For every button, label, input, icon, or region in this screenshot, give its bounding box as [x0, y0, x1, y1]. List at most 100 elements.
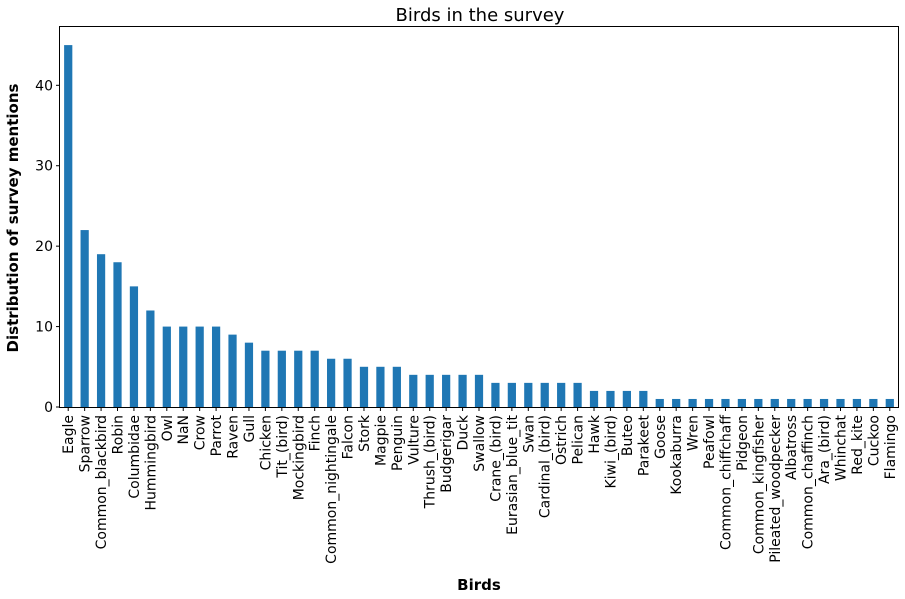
bar-7 — [179, 326, 188, 407]
bar-34 — [622, 390, 631, 407]
x-tick-label: Ara_(bird) — [817, 415, 833, 484]
x-tick-label: Stork — [357, 414, 373, 452]
x-tick-label: Pileated_woodpecker — [768, 415, 784, 563]
y-tick-label: 0 — [44, 400, 53, 416]
bar-45 — [803, 398, 812, 407]
x-tick-label: Cuckoo — [866, 415, 882, 466]
bar-27 — [507, 382, 516, 407]
bar-1 — [80, 230, 89, 407]
bar-17 — [343, 358, 352, 407]
bar-16 — [327, 358, 336, 407]
y-tick-label: 20 — [35, 239, 53, 255]
bar-12 — [261, 350, 270, 407]
x-tick-label: Finch — [308, 415, 324, 451]
bar-0 — [64, 45, 73, 407]
bar-19 — [376, 366, 385, 407]
x-tick-label: Peafowl — [702, 415, 718, 469]
x-axis-label: Birds — [457, 576, 501, 594]
bar-42 — [754, 398, 763, 407]
x-tick-label: Columbidae — [127, 415, 143, 499]
x-tick-label: Common_chiffchaff — [718, 415, 734, 550]
x-tick-label: Tit_(bird) — [275, 415, 291, 479]
x-tick-label: Common_blackbird — [94, 415, 110, 549]
x-tick-label: Budgerigar — [439, 415, 455, 493]
x-tick-label: Swallow — [472, 415, 488, 472]
bar-3 — [113, 262, 122, 407]
x-tick-label: Albatross — [784, 415, 800, 480]
x-tick-label: Robin — [111, 415, 127, 454]
x-tick-label: NaN — [176, 415, 192, 445]
x-tick-label: Whinchat — [833, 414, 849, 481]
x-tick-label: Penguin — [390, 415, 406, 471]
x-tick-label: Pidgeon — [735, 415, 751, 471]
bar-38 — [688, 398, 697, 407]
bar-39 — [704, 398, 714, 407]
x-tick-label: Gull — [242, 415, 258, 443]
x-tick-label: Sparrow — [78, 415, 94, 472]
x-tick-label: Parakeet — [636, 415, 652, 477]
bar-26 — [491, 382, 500, 407]
x-tick-label: Red_kite — [850, 415, 866, 475]
bar-49 — [869, 398, 878, 407]
x-tick-label: Kiwi_(bird) — [603, 415, 619, 489]
bar-44 — [787, 398, 796, 407]
bar-20 — [392, 366, 401, 407]
bar-5 — [146, 310, 155, 407]
bar-11 — [244, 342, 254, 407]
x-tick-label: Kookaburra — [669, 415, 685, 495]
x-tick-label: Goose — [653, 415, 669, 459]
x-tick-label: Wren — [686, 415, 702, 451]
x-tick-label: Ostrich — [554, 415, 570, 465]
bar-50 — [885, 398, 894, 407]
y-axis-label: Distribution of survey mentions — [4, 83, 22, 352]
x-tick-label: Cardinal_(bird) — [538, 415, 554, 518]
bar-47 — [836, 398, 845, 407]
x-tick-label: Flamingo — [883, 415, 899, 479]
x-tick-label: Buteo — [620, 415, 636, 456]
bar-46 — [819, 398, 829, 407]
bar-25 — [474, 374, 484, 407]
bar-30 — [557, 382, 566, 407]
x-tick-label: Thrush_(bird) — [423, 415, 439, 509]
chart-title: Birds in the survey — [396, 5, 565, 26]
x-tick-label: Raven — [226, 415, 242, 459]
bar-40 — [721, 398, 730, 407]
bar-6 — [162, 326, 171, 407]
x-tick-label: Common_chaffinch — [801, 415, 817, 549]
bar-14 — [294, 350, 303, 407]
bar-8 — [195, 326, 204, 407]
x-tick-label: Common_kingfisher — [751, 415, 767, 554]
bar-23 — [442, 374, 451, 407]
bar-24 — [458, 374, 467, 407]
x-tick-label: Magpie — [373, 415, 389, 466]
x-tick-label: Falcon — [341, 415, 357, 459]
x-tick-label: Chicken — [258, 415, 274, 470]
bar-35 — [639, 390, 648, 407]
bar-9 — [211, 326, 221, 407]
bar-31 — [573, 382, 582, 407]
bar-21 — [409, 374, 418, 407]
bar-28 — [524, 382, 533, 407]
x-tick-label: Duck — [456, 414, 472, 450]
bar-33 — [606, 390, 615, 407]
bar-22 — [425, 374, 434, 407]
x-tick-label: Hummingbird — [143, 415, 159, 511]
y-tick-label: 30 — [35, 159, 53, 175]
x-axis: Eagle Sparrow Common_blackbird Robin Columbi… — [61, 407, 899, 564]
bar-4 — [129, 286, 139, 407]
bar-15 — [310, 350, 319, 407]
bar-43 — [770, 398, 779, 407]
bar-32 — [589, 390, 599, 407]
bar-13 — [277, 350, 286, 407]
bar-36 — [655, 398, 664, 407]
plot-frame — [59, 26, 899, 408]
x-tick-label: Owl — [160, 415, 176, 441]
x-tick-label: Swan — [521, 415, 537, 453]
y-tick-label: 40 — [35, 78, 53, 94]
x-tick-label: Crane_(bird) — [488, 415, 504, 502]
bar-37 — [672, 398, 681, 407]
bars-layer — [64, 45, 894, 407]
x-tick-label: Common_nightingale — [324, 415, 340, 564]
